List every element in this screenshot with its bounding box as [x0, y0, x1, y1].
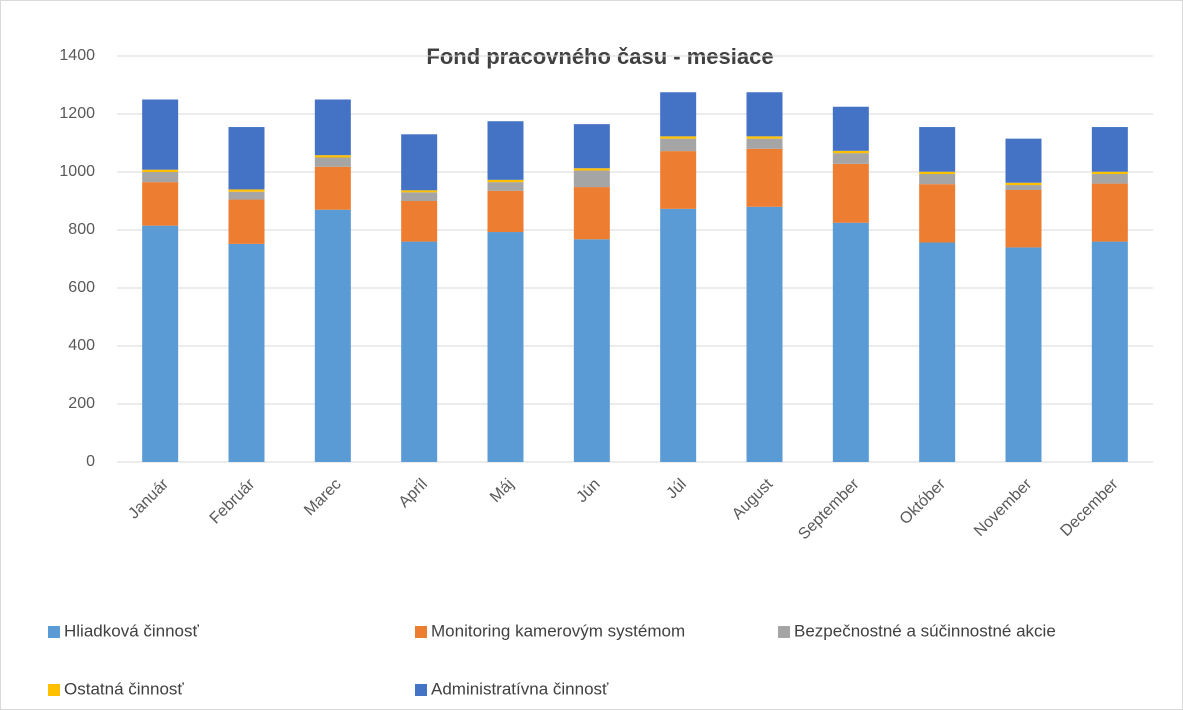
bar-segment — [919, 171, 956, 175]
y-tick-label: 0 — [86, 453, 95, 470]
bar-segment — [573, 187, 610, 240]
bar-segment — [1091, 241, 1128, 462]
y-tick-label: 200 — [68, 395, 95, 412]
bar-segment — [1091, 171, 1128, 175]
legend-label: Hliadková činnosť — [64, 621, 200, 640]
bar-segment — [487, 179, 524, 183]
bar-segment — [746, 148, 783, 207]
bar-segment — [573, 239, 610, 462]
bar-segment — [1091, 174, 1128, 184]
y-tick-label: 600 — [68, 279, 95, 296]
bar-segment — [660, 138, 697, 152]
bar-segment — [228, 127, 265, 190]
bar-segment — [832, 222, 869, 462]
legend-swatch — [415, 626, 427, 638]
bar-segment — [401, 241, 438, 462]
bar-segment — [746, 206, 783, 462]
bar-segment — [1091, 183, 1128, 242]
legend-swatch — [48, 626, 60, 638]
bar-segment — [660, 136, 697, 139]
bar-segment — [660, 92, 697, 137]
bar-segment — [832, 150, 869, 154]
bar-segment — [314, 209, 351, 462]
bar-segment — [487, 121, 524, 180]
bar-segment — [573, 124, 610, 169]
y-tick-label: 1200 — [59, 105, 95, 122]
legend-label: Bezpečnostné a súčinnostné akcie — [794, 621, 1056, 640]
y-tick-label: 1000 — [59, 163, 95, 180]
legend-label: Administratívna činnosť — [431, 679, 609, 698]
bar-segment — [919, 242, 956, 462]
bar-segment — [142, 99, 179, 170]
legend-swatch — [48, 684, 60, 696]
bar-segment — [228, 189, 265, 192]
bar-segment — [746, 136, 783, 139]
legend-swatch — [778, 626, 790, 638]
bar-segment — [1091, 127, 1128, 172]
bar-segment — [660, 151, 697, 209]
legend: Hliadková činnosť Monitoring kamerovým sy… — [48, 621, 1056, 698]
bar-segment — [314, 166, 351, 210]
legend-label: Monitoring kamerovým systémom — [431, 621, 685, 640]
bar-segment — [1005, 185, 1042, 190]
y-tick-label: 800 — [68, 221, 95, 238]
y-tick-label: 400 — [68, 337, 95, 354]
bar-segment — [142, 225, 179, 462]
bar-segment — [1005, 189, 1042, 248]
legend-swatch — [415, 684, 427, 696]
bar-segment — [1005, 138, 1042, 183]
y-tick-label: 1400 — [59, 47, 95, 64]
bar-segment — [573, 170, 610, 188]
bar-segment — [1005, 182, 1042, 186]
bar-segment — [401, 201, 438, 242]
bar-segment — [487, 182, 524, 191]
bar-segment — [401, 134, 438, 191]
bar-segment — [919, 127, 956, 172]
bar-segment — [401, 192, 438, 201]
bar-segment — [401, 190, 438, 193]
bar-segment — [314, 155, 351, 158]
bar-segment — [487, 190, 524, 233]
bar-segment — [919, 174, 956, 185]
bar-segment — [832, 153, 869, 164]
bar-segment — [660, 208, 697, 462]
bar-segment — [314, 157, 351, 167]
bar-segment — [746, 92, 783, 137]
bar-segment — [228, 199, 265, 244]
bar-segment — [832, 163, 869, 223]
bar-segment — [228, 243, 265, 462]
bar-segment — [573, 168, 610, 171]
bar-segment — [142, 169, 179, 172]
bar-segment — [832, 106, 869, 151]
bar-segment — [919, 184, 956, 243]
bar-segment — [487, 232, 524, 462]
bar-segment — [746, 138, 783, 149]
legend-label: Ostatná činnosť — [64, 679, 184, 698]
bar-segment — [314, 99, 351, 156]
bar-segment — [228, 191, 265, 200]
bar-segment — [142, 182, 179, 226]
bar-segment — [1005, 247, 1042, 462]
bar-segment — [142, 172, 179, 183]
